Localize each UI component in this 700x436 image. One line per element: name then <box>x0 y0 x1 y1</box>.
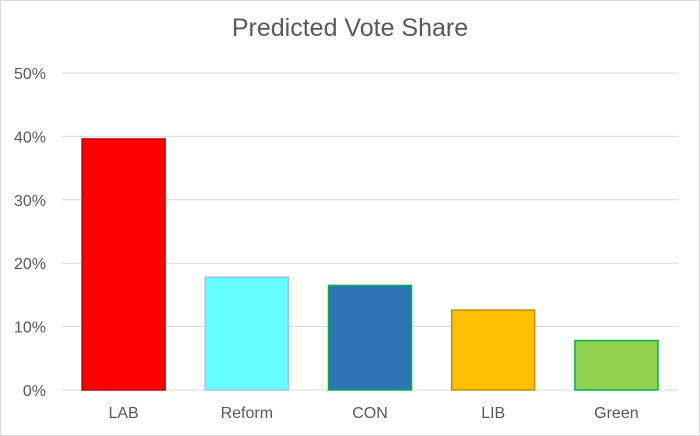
y-tick-label: 40% <box>14 129 46 146</box>
bar-lib <box>450 309 536 391</box>
x-tick-label: LAB <box>108 405 138 422</box>
x-tick-label: Green <box>594 405 638 422</box>
bar-green <box>574 339 659 391</box>
y-tick-label: 20% <box>14 256 46 273</box>
y-tick-label: 30% <box>14 193 46 210</box>
x-axis-ticks: LAB Reform CON LIB Green <box>108 405 638 422</box>
bar-reform <box>204 276 290 391</box>
chart-title: Predicted Vote Share <box>231 14 469 42</box>
bar-lab <box>81 138 166 391</box>
x-tick-label: Reform <box>221 405 273 422</box>
x-tick-label: LIB <box>481 405 505 422</box>
y-axis-ticks: 0% 10% 20% 30% 40% 50% <box>14 66 46 400</box>
y-tick-label: 10% <box>14 320 46 337</box>
y-tick-label: 0% <box>23 383 46 400</box>
bar-con <box>327 284 413 391</box>
x-tick-label: CON <box>352 405 388 422</box>
bars <box>81 138 659 391</box>
y-tick-label: 50% <box>14 66 46 83</box>
